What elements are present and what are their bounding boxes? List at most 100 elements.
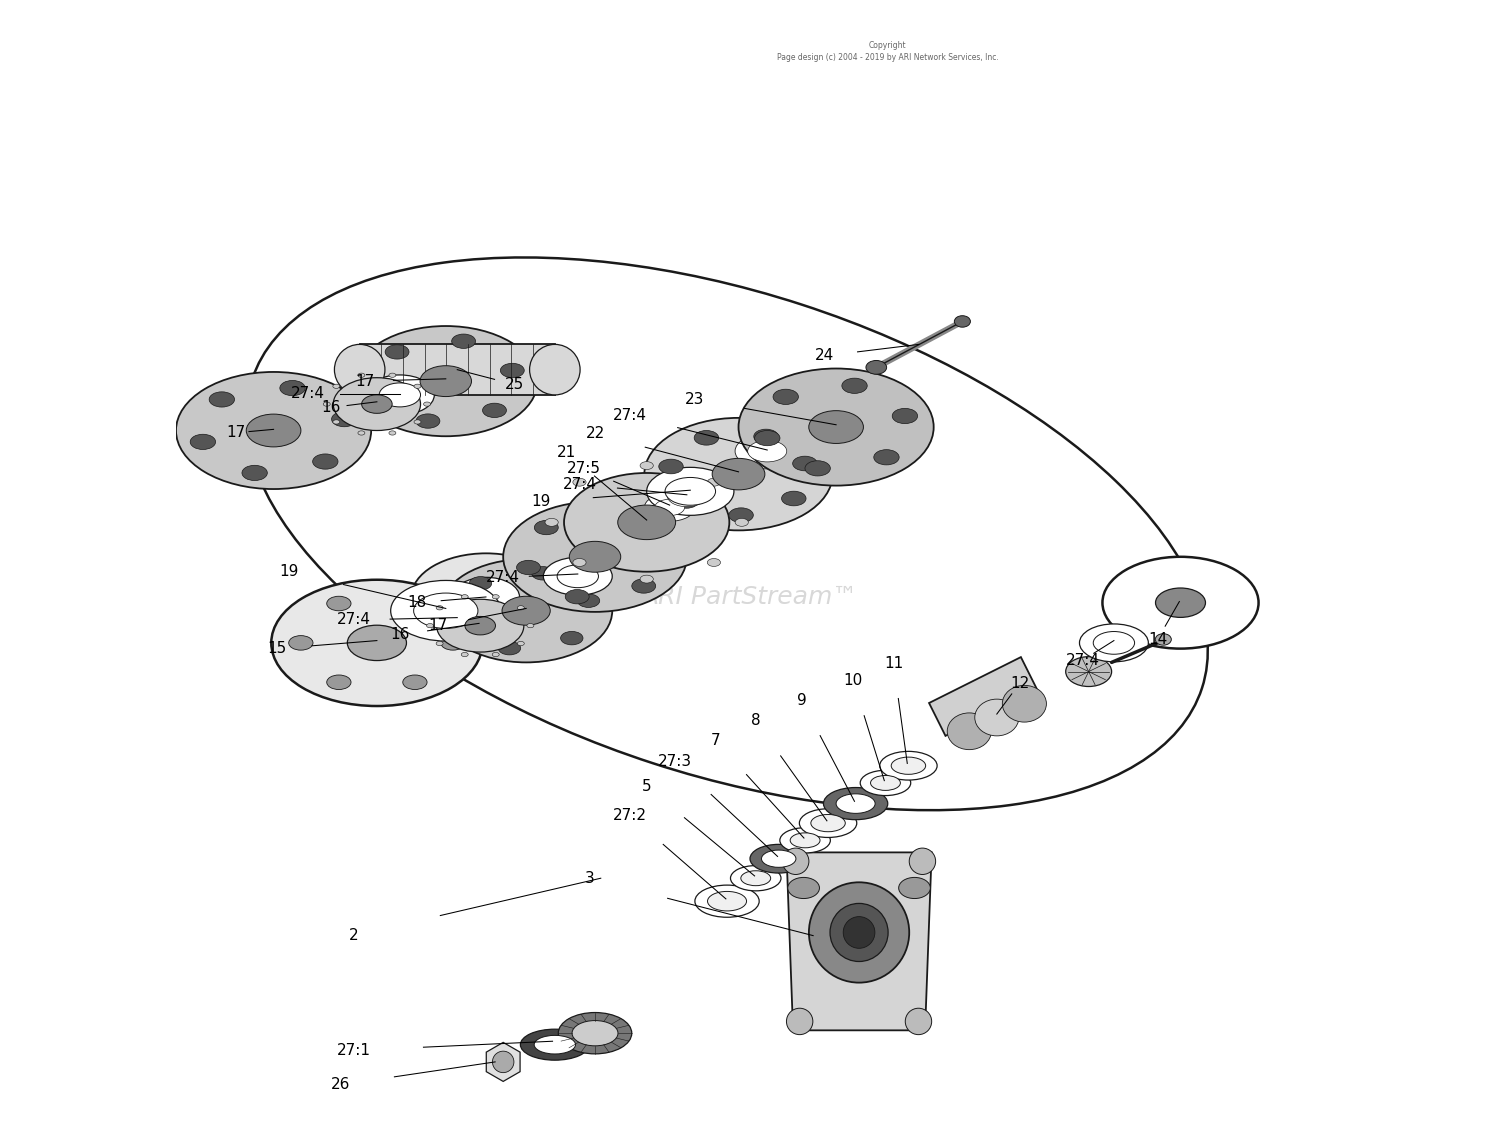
Ellipse shape xyxy=(354,326,537,436)
Ellipse shape xyxy=(865,360,886,374)
Ellipse shape xyxy=(209,391,234,408)
Ellipse shape xyxy=(312,453,338,470)
Ellipse shape xyxy=(423,402,430,406)
Ellipse shape xyxy=(830,903,888,962)
Ellipse shape xyxy=(518,642,525,645)
Ellipse shape xyxy=(436,599,524,652)
Ellipse shape xyxy=(503,502,687,612)
Text: 10: 10 xyxy=(843,673,862,689)
Text: 27:2: 27:2 xyxy=(612,807,646,823)
Ellipse shape xyxy=(564,473,729,572)
Ellipse shape xyxy=(735,519,748,526)
Ellipse shape xyxy=(558,1013,632,1054)
Text: 7: 7 xyxy=(711,732,720,748)
Ellipse shape xyxy=(650,538,674,553)
Ellipse shape xyxy=(1155,588,1206,618)
Ellipse shape xyxy=(879,751,938,781)
Ellipse shape xyxy=(452,334,476,348)
Text: 26: 26 xyxy=(330,1077,350,1093)
Ellipse shape xyxy=(556,565,598,588)
Ellipse shape xyxy=(322,402,330,406)
Ellipse shape xyxy=(190,434,216,450)
Ellipse shape xyxy=(503,596,550,626)
Ellipse shape xyxy=(640,575,654,583)
Text: 27:4: 27:4 xyxy=(291,386,326,402)
Text: ARI PartStream™: ARI PartStream™ xyxy=(642,585,858,608)
Ellipse shape xyxy=(327,675,351,690)
Ellipse shape xyxy=(388,430,396,435)
Text: 25: 25 xyxy=(506,377,525,393)
Ellipse shape xyxy=(420,598,494,642)
Ellipse shape xyxy=(792,456,818,471)
Text: 14: 14 xyxy=(1148,631,1167,647)
Ellipse shape xyxy=(534,1035,576,1054)
Ellipse shape xyxy=(561,631,584,645)
Text: 16: 16 xyxy=(321,400,340,416)
Ellipse shape xyxy=(460,595,468,599)
Polygon shape xyxy=(786,852,932,1031)
Ellipse shape xyxy=(842,378,867,394)
Ellipse shape xyxy=(741,871,771,886)
Ellipse shape xyxy=(516,560,540,575)
Ellipse shape xyxy=(632,579,656,594)
Ellipse shape xyxy=(783,848,808,875)
Ellipse shape xyxy=(1065,657,1112,687)
Ellipse shape xyxy=(453,577,519,616)
Ellipse shape xyxy=(645,418,833,530)
Ellipse shape xyxy=(368,385,392,400)
Ellipse shape xyxy=(808,411,864,443)
Ellipse shape xyxy=(891,758,926,774)
Polygon shape xyxy=(486,1042,520,1081)
Text: 3: 3 xyxy=(585,870,594,886)
Text: 27:3: 27:3 xyxy=(658,753,693,769)
Ellipse shape xyxy=(578,594,600,607)
Text: 27:4: 27:4 xyxy=(562,476,597,492)
Ellipse shape xyxy=(729,507,753,522)
Ellipse shape xyxy=(754,430,780,445)
Ellipse shape xyxy=(712,458,765,490)
Ellipse shape xyxy=(954,316,970,327)
Ellipse shape xyxy=(570,542,621,572)
Text: 17: 17 xyxy=(427,618,447,634)
Text: 27:5: 27:5 xyxy=(567,460,600,476)
Bar xyxy=(928,657,1038,736)
Ellipse shape xyxy=(534,520,558,535)
Ellipse shape xyxy=(806,460,831,476)
Text: 27:4: 27:4 xyxy=(612,408,646,424)
Ellipse shape xyxy=(176,372,370,489)
Ellipse shape xyxy=(414,594,478,628)
Ellipse shape xyxy=(566,590,590,604)
Ellipse shape xyxy=(470,576,492,590)
Ellipse shape xyxy=(492,652,500,657)
Ellipse shape xyxy=(658,459,682,474)
Ellipse shape xyxy=(280,380,304,396)
Ellipse shape xyxy=(386,344,410,359)
Ellipse shape xyxy=(782,491,806,506)
Ellipse shape xyxy=(598,546,638,567)
Ellipse shape xyxy=(824,788,888,820)
Ellipse shape xyxy=(808,883,909,983)
Bar xyxy=(360,344,555,395)
Ellipse shape xyxy=(573,559,586,566)
Text: 24: 24 xyxy=(815,348,834,364)
Text: 15: 15 xyxy=(267,641,286,657)
Ellipse shape xyxy=(544,519,558,526)
Ellipse shape xyxy=(333,420,340,424)
Text: 22: 22 xyxy=(585,426,604,442)
Ellipse shape xyxy=(501,363,525,378)
Ellipse shape xyxy=(327,596,351,611)
Ellipse shape xyxy=(750,845,807,874)
Ellipse shape xyxy=(388,373,396,378)
Ellipse shape xyxy=(530,344,580,395)
Ellipse shape xyxy=(543,558,612,596)
Ellipse shape xyxy=(836,794,874,813)
Ellipse shape xyxy=(441,636,465,650)
Ellipse shape xyxy=(906,1008,932,1034)
Ellipse shape xyxy=(414,385,422,388)
Ellipse shape xyxy=(708,891,747,912)
Ellipse shape xyxy=(674,494,699,509)
Ellipse shape xyxy=(772,389,798,404)
Ellipse shape xyxy=(362,395,392,413)
Ellipse shape xyxy=(975,699,1018,736)
Ellipse shape xyxy=(788,877,819,899)
